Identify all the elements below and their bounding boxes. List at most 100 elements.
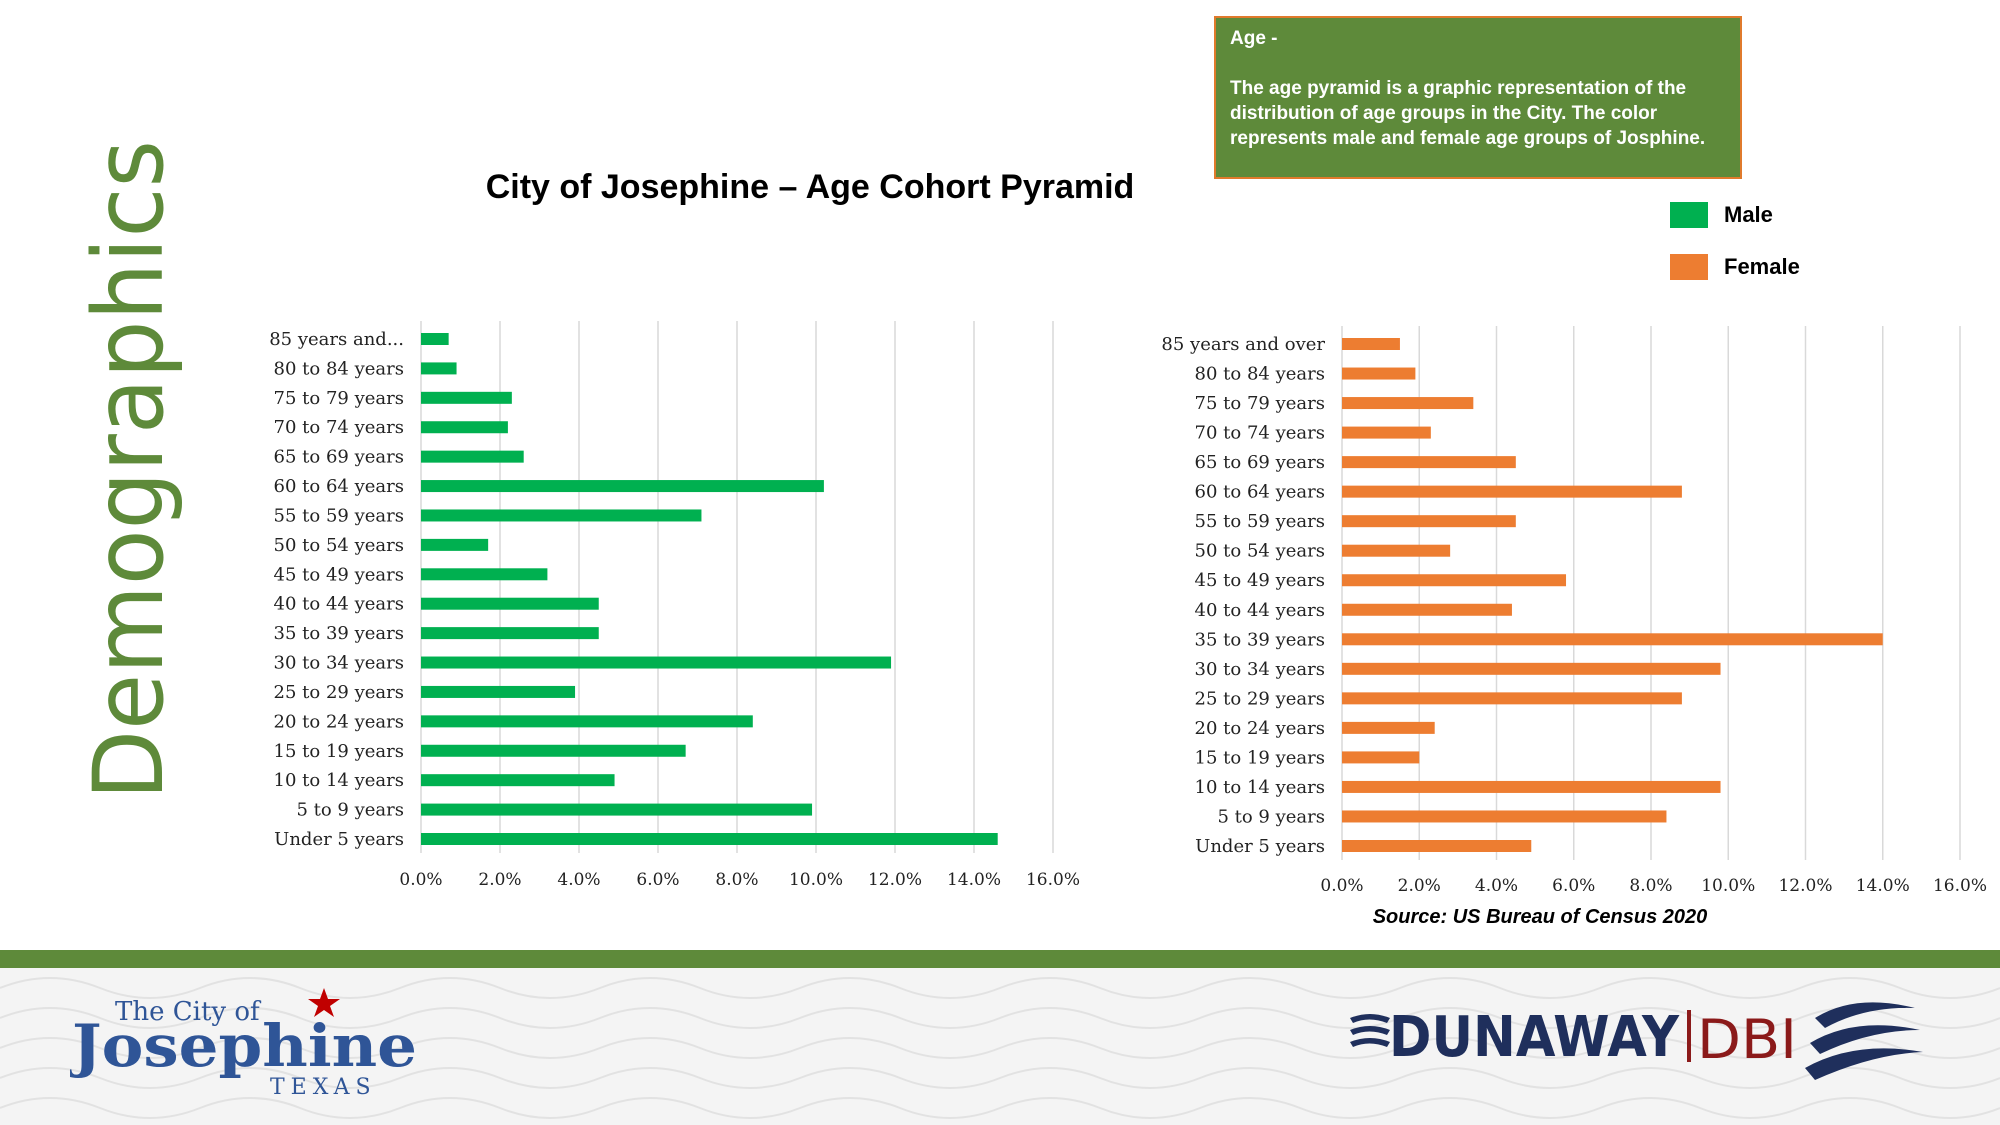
female-bar bbox=[1342, 485, 1682, 498]
firm-logo-name: DUNAWAY bbox=[1389, 1005, 1680, 1070]
male-x-tick-label: 10.0% bbox=[789, 870, 843, 890]
footer-band bbox=[0, 950, 2000, 968]
male-bar bbox=[421, 333, 449, 345]
footer: The City of Josephine TEXAS DUNAWAY DBI bbox=[0, 968, 2000, 1125]
male-bar bbox=[421, 627, 599, 640]
firm-logo-suffix: DBI bbox=[1697, 1008, 1797, 1071]
female-x-tick-label: 4.0% bbox=[1475, 876, 1518, 896]
male-bar bbox=[421, 656, 892, 669]
male-bar bbox=[421, 362, 457, 375]
legend-label-female: Female bbox=[1724, 254, 1800, 279]
female-category-label: 20 to 24 years bbox=[1195, 718, 1325, 739]
female-category-label: 35 to 39 years bbox=[1195, 629, 1325, 650]
female-category-label: 75 to 79 years bbox=[1195, 393, 1325, 414]
female-bar bbox=[1342, 338, 1400, 350]
male-x-tick-label: 4.0% bbox=[557, 870, 600, 890]
vertical-page-title-text: Demographics bbox=[73, 140, 185, 800]
female-category-label: 30 to 34 years bbox=[1195, 659, 1325, 680]
male-bar bbox=[421, 450, 524, 463]
firm-logo-divider bbox=[1687, 1010, 1691, 1062]
vertical-page-title: Demographics bbox=[73, 140, 185, 800]
male-category-label: 45 to 49 years bbox=[274, 564, 404, 585]
female-bar bbox=[1342, 367, 1416, 380]
female-x-tick-label: 10.0% bbox=[1701, 876, 1755, 896]
female-category-label: Under 5 years bbox=[1195, 836, 1325, 857]
female-x-tick-label: 6.0% bbox=[1552, 876, 1595, 896]
male-x-tick-label: 16.0% bbox=[1026, 870, 1080, 890]
female-bar bbox=[1342, 544, 1451, 557]
male-category-label: 35 to 39 years bbox=[274, 623, 404, 644]
female-bar bbox=[1342, 721, 1435, 734]
legend-item-male: Male bbox=[1670, 200, 1800, 230]
legend-label-male: Male bbox=[1724, 202, 1773, 227]
male-x-tick-label: 6.0% bbox=[636, 870, 679, 890]
female-bar bbox=[1342, 574, 1567, 587]
male-category-label: 75 to 79 years bbox=[274, 388, 404, 409]
female-bar bbox=[1342, 840, 1532, 852]
male-bar bbox=[421, 803, 813, 816]
female-category-label: 10 to 14 years bbox=[1195, 777, 1325, 798]
female-category-label: 50 to 54 years bbox=[1195, 541, 1325, 562]
male-bar bbox=[421, 744, 686, 757]
female-x-tick-label: 0.0% bbox=[1320, 876, 1363, 896]
male-bar bbox=[421, 715, 753, 728]
male-bar bbox=[421, 480, 824, 493]
female-x-tick-label: 16.0% bbox=[1933, 876, 1987, 896]
info-box-body: The age pyramid is a graphic representat… bbox=[1230, 78, 1706, 149]
female-category-label: 80 to 84 years bbox=[1195, 364, 1325, 385]
male-category-label: 20 to 24 years bbox=[274, 711, 404, 732]
male-category-label: 55 to 59 years bbox=[274, 505, 404, 526]
female-bar bbox=[1342, 603, 1512, 616]
male-bar bbox=[421, 538, 489, 551]
male-x-tick-label: 12.0% bbox=[868, 870, 922, 890]
male-category-label: 15 to 19 years bbox=[274, 741, 404, 762]
female-category-label: 65 to 69 years bbox=[1195, 452, 1325, 473]
female-bar bbox=[1342, 780, 1721, 793]
male-bar bbox=[421, 421, 508, 434]
male-x-tick-label: 0.0% bbox=[399, 870, 442, 890]
male-bar bbox=[421, 391, 512, 404]
female-category-label: 60 to 64 years bbox=[1195, 482, 1325, 503]
dunaway-wave-emblem-icon bbox=[1805, 1002, 1923, 1080]
female-category-label: 5 to 9 years bbox=[1217, 806, 1325, 827]
legend-swatch-male bbox=[1670, 202, 1708, 228]
male-category-label: 25 to 29 years bbox=[274, 682, 404, 703]
city-logo-line3: TEXAS bbox=[270, 1075, 377, 1100]
male-bar bbox=[421, 833, 998, 845]
male-bar bbox=[421, 568, 548, 581]
female-x-tick-label: 8.0% bbox=[1629, 876, 1672, 896]
male-x-tick-label: 8.0% bbox=[715, 870, 758, 890]
city-logo-line1: The City of bbox=[115, 997, 262, 1027]
female-category-label: 40 to 44 years bbox=[1195, 600, 1325, 621]
female-bar bbox=[1342, 456, 1516, 469]
female-x-tick-label: 2.0% bbox=[1398, 876, 1441, 896]
male-category-label: 40 to 44 years bbox=[274, 594, 404, 615]
female-x-tick-label: 14.0% bbox=[1856, 876, 1910, 896]
dunaway-swoosh-left-icon bbox=[1350, 1014, 1390, 1047]
male-category-label: 50 to 54 years bbox=[274, 535, 404, 556]
female-category-label: 45 to 49 years bbox=[1195, 570, 1325, 591]
female-category-label: 15 to 19 years bbox=[1195, 747, 1325, 768]
legend-swatch-female bbox=[1670, 254, 1708, 280]
male-x-tick-label: 2.0% bbox=[478, 870, 521, 890]
source-note: Source: US Bureau of Census 2020 bbox=[1372, 906, 1708, 928]
female-category-label: 85 years and over bbox=[1161, 334, 1325, 355]
male-bar bbox=[421, 774, 615, 787]
info-box: Age - The age pyramid is a graphic repre… bbox=[1214, 16, 1742, 179]
male-bar bbox=[421, 509, 702, 522]
female-bar bbox=[1342, 751, 1420, 764]
male-bar bbox=[421, 685, 576, 698]
male-category-label: 65 to 69 years bbox=[274, 447, 404, 468]
male-category-label: Under 5 years bbox=[274, 829, 404, 850]
dunaway-dbi-logo: DUNAWAY DBI bbox=[1350, 1002, 1923, 1080]
legend: Male Female bbox=[1670, 200, 1800, 304]
male-category-label: 5 to 9 years bbox=[296, 800, 404, 821]
female-category-label: 55 to 59 years bbox=[1195, 511, 1325, 532]
info-box-heading: Age - bbox=[1230, 28, 1278, 49]
footer-wave-pattern bbox=[0, 977, 2000, 1119]
city-of-josephine-logo: The City of Josephine TEXAS bbox=[70, 988, 417, 1100]
male-category-label: 85 years and... bbox=[269, 329, 404, 350]
female-x-tick-label: 12.0% bbox=[1778, 876, 1832, 896]
